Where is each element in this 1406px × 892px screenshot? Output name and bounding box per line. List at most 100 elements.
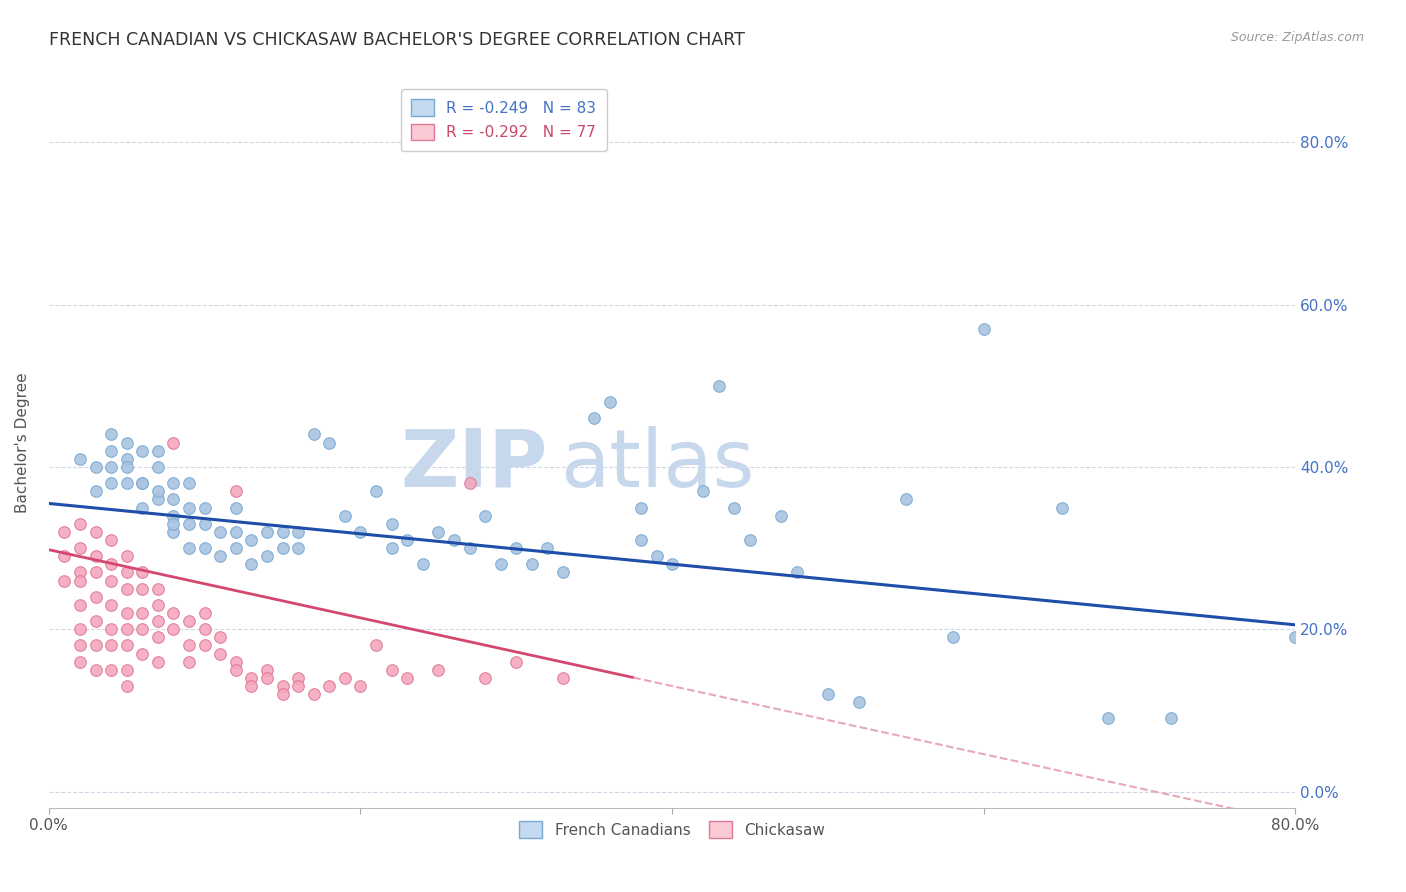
Point — [973, 322, 995, 336]
Point — [146, 459, 169, 474]
Point — [381, 516, 404, 531]
Point — [194, 516, 217, 531]
Point — [162, 435, 184, 450]
Point — [583, 411, 606, 425]
Point — [256, 549, 278, 564]
Point — [271, 541, 294, 555]
Point — [1284, 631, 1306, 645]
Point — [240, 558, 263, 572]
Point — [505, 655, 527, 669]
Point — [256, 671, 278, 685]
Text: ZIP: ZIP — [401, 425, 547, 503]
Point — [84, 590, 107, 604]
Point — [381, 663, 404, 677]
Point — [115, 476, 138, 491]
Point — [69, 598, 91, 612]
Point — [817, 687, 839, 701]
Point — [271, 679, 294, 693]
Point — [225, 484, 247, 499]
Point — [318, 435, 340, 450]
Point — [146, 582, 169, 596]
Text: atlas: atlas — [560, 425, 754, 503]
Point — [100, 622, 122, 636]
Point — [209, 549, 232, 564]
Point — [100, 443, 122, 458]
Point — [131, 582, 153, 596]
Point — [302, 427, 325, 442]
Point — [349, 524, 371, 539]
Point — [146, 492, 169, 507]
Point — [115, 679, 138, 693]
Point — [69, 655, 91, 669]
Point — [131, 566, 153, 580]
Point — [240, 671, 263, 685]
Point — [53, 574, 76, 588]
Point — [396, 533, 419, 547]
Point — [209, 647, 232, 661]
Point — [225, 655, 247, 669]
Point — [240, 533, 263, 547]
Point — [894, 492, 917, 507]
Point — [100, 459, 122, 474]
Point — [53, 549, 76, 564]
Point — [131, 622, 153, 636]
Point — [427, 524, 450, 539]
Point — [707, 379, 730, 393]
Point — [396, 671, 419, 685]
Point — [84, 549, 107, 564]
Point — [474, 508, 496, 523]
Point — [551, 566, 574, 580]
Point — [69, 639, 91, 653]
Point — [162, 606, 184, 620]
Point — [1050, 500, 1073, 515]
Point — [520, 558, 543, 572]
Point — [723, 500, 745, 515]
Point — [115, 639, 138, 653]
Point — [194, 606, 217, 620]
Point — [630, 533, 652, 547]
Point — [551, 671, 574, 685]
Point — [287, 541, 309, 555]
Point — [115, 582, 138, 596]
Point — [69, 451, 91, 466]
Point — [302, 687, 325, 701]
Point — [69, 574, 91, 588]
Point — [177, 655, 200, 669]
Point — [131, 500, 153, 515]
Point — [115, 451, 138, 466]
Point — [100, 663, 122, 677]
Point — [645, 549, 668, 564]
Point — [318, 679, 340, 693]
Point — [115, 622, 138, 636]
Point — [177, 614, 200, 628]
Point — [942, 631, 965, 645]
Point — [256, 524, 278, 539]
Point — [131, 647, 153, 661]
Point — [474, 671, 496, 685]
Point — [489, 558, 512, 572]
Point — [84, 614, 107, 628]
Point — [381, 541, 404, 555]
Point — [146, 484, 169, 499]
Point — [443, 533, 465, 547]
Point — [1097, 711, 1119, 725]
Point — [69, 541, 91, 555]
Point — [194, 541, 217, 555]
Point — [349, 679, 371, 693]
Point — [69, 622, 91, 636]
Point — [427, 663, 450, 677]
Point — [131, 606, 153, 620]
Point — [84, 566, 107, 580]
Point — [630, 500, 652, 515]
Point — [100, 574, 122, 588]
Point — [177, 541, 200, 555]
Point — [115, 549, 138, 564]
Point — [146, 614, 169, 628]
Point — [84, 524, 107, 539]
Text: Source: ZipAtlas.com: Source: ZipAtlas.com — [1230, 31, 1364, 45]
Point — [786, 566, 808, 580]
Point — [100, 558, 122, 572]
Point — [287, 524, 309, 539]
Point — [505, 541, 527, 555]
Point — [177, 476, 200, 491]
